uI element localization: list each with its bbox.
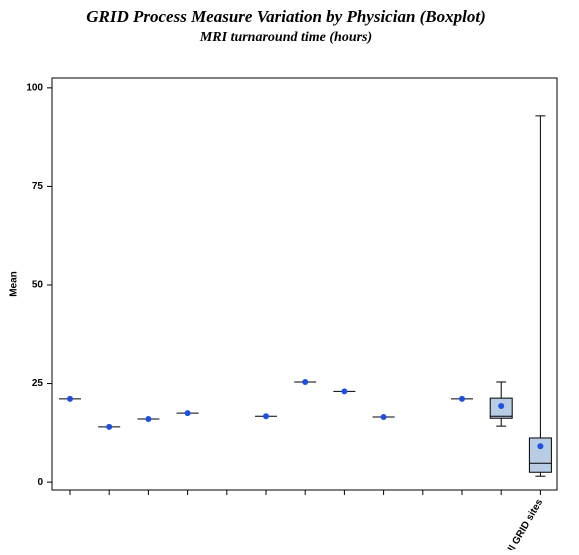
mean-dot xyxy=(67,395,73,402)
mean-dot xyxy=(263,413,269,420)
y-tick-label: 100 xyxy=(26,82,43,93)
y-tick-label: 75 xyxy=(32,181,44,192)
y-tick-label: 0 xyxy=(37,477,43,488)
y-tick-label: 50 xyxy=(32,280,44,291)
mean-dot xyxy=(341,388,348,395)
mean-dot xyxy=(380,414,387,421)
mean-dot xyxy=(537,443,544,450)
mean-dot xyxy=(302,378,309,385)
mean-dot xyxy=(184,410,191,417)
y-tick-label: 25 xyxy=(32,378,44,389)
x-tick-label: All GRID sites xyxy=(503,497,546,550)
mean-dot xyxy=(459,395,465,402)
mean-dot xyxy=(498,403,505,410)
chart-subtitle: MRI turnaround time (hours) xyxy=(199,30,372,45)
y-axis-label: Mean xyxy=(9,271,20,297)
box xyxy=(528,437,552,473)
mean-dot xyxy=(145,416,152,423)
plot-frame xyxy=(51,77,558,491)
mean-dot xyxy=(106,423,113,430)
chart-title: GRID Process Measure Variation by Physic… xyxy=(86,7,486,26)
